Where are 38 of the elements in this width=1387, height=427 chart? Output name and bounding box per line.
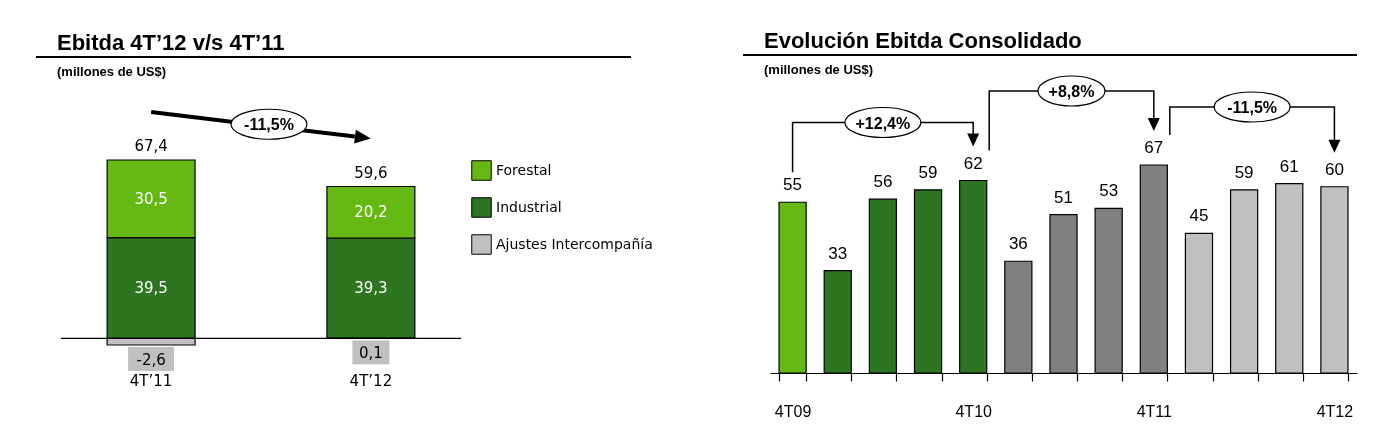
data-label: 56	[873, 172, 893, 192]
data-label: 53	[1099, 181, 1119, 201]
legend-label: Industrial	[496, 198, 562, 215]
data-label: 20,2	[354, 203, 388, 222]
x-tick-label: 4T’11	[129, 371, 173, 390]
data-label: -2,6	[136, 351, 166, 369]
legend-label: Forestal	[496, 161, 552, 178]
data-label: 36	[1008, 234, 1028, 254]
legend-label: Ajustes Intercompañía	[496, 235, 653, 252]
data-label: 39,5	[134, 279, 168, 298]
text: -11,5%	[244, 116, 294, 134]
data-label: 0,1	[358, 344, 383, 363]
x-tick-label: 4T10	[955, 402, 993, 420]
data-label: 45	[1189, 206, 1209, 226]
data-label: 51	[1054, 187, 1073, 207]
chart-title: Ebitda 4T’12 v/s 4T’11	[36, 30, 631, 58]
chart-subtitle: (millones de US$)	[764, 62, 874, 77]
total-label: 59,6	[354, 163, 388, 182]
data-label: 61	[1279, 156, 1299, 176]
data-label: 33	[828, 243, 848, 263]
text: -11,5%	[1227, 99, 1278, 116]
text: +12,4%	[855, 114, 911, 132]
x-tick-label: 4T12	[1316, 402, 1354, 420]
x-tick-label: 4T’12	[349, 371, 393, 390]
data-label: 62	[963, 153, 983, 173]
data-label: 67	[1144, 138, 1164, 157]
total-label: 67,4	[134, 137, 168, 155]
data-label: 59	[1234, 162, 1254, 182]
chart-title: Evolución Ebitda Consolidado	[743, 28, 1357, 56]
data-label: 59	[918, 162, 938, 182]
data-label: 30,5	[134, 189, 168, 208]
x-tick-label: 4T09	[774, 402, 812, 420]
x-tick-label: 4T11	[1136, 402, 1173, 420]
data-label: 39,3	[354, 279, 388, 298]
data-label: 60	[1324, 159, 1344, 179]
chart-subtitle: (millones de US$)	[57, 64, 167, 79]
data-label: 55	[783, 175, 803, 195]
text: +8,8%	[1048, 83, 1095, 100]
